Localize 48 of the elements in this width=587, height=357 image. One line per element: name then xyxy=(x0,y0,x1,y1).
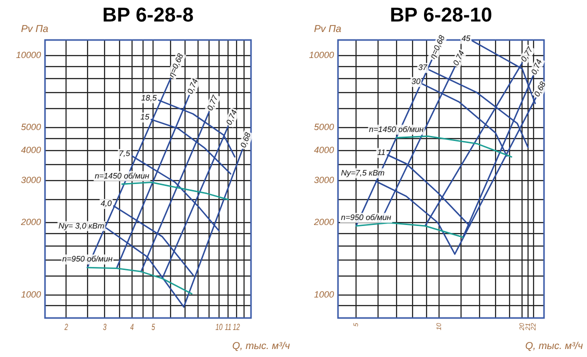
y-tick-label: 5000 xyxy=(20,122,41,132)
y-tick-label: 3000 xyxy=(314,175,334,186)
x-tick-label: 4 xyxy=(130,322,134,332)
text: 0,74 xyxy=(186,76,200,96)
series-label: 37 xyxy=(418,63,428,72)
y-tick-label: 10000 xyxy=(308,50,334,60)
y-tick-label: 3000 xyxy=(20,175,41,186)
chart-title: ВР 6-28-10 xyxy=(390,4,492,27)
text: 0,74 xyxy=(224,108,240,126)
text: η=0,68 xyxy=(428,33,447,60)
series-label: Ny= 3,0 кВт xyxy=(58,221,105,230)
y-tick-label: 2000 xyxy=(312,217,334,228)
text: 0,68 xyxy=(238,130,253,149)
series-label: 30 xyxy=(412,77,421,86)
series-label: n=950 об/мин xyxy=(341,213,392,222)
series-label: 11 xyxy=(377,148,386,158)
series-label: 45 xyxy=(461,34,471,44)
x-tick-label: 2 xyxy=(64,322,68,332)
y-tick-label: 1000 xyxy=(314,289,334,300)
series-label: 18,5 xyxy=(141,93,158,102)
text: 0,74 xyxy=(451,48,466,67)
series-label: n=1450 об/мин xyxy=(369,124,424,134)
y-tick-label: 5000 xyxy=(314,122,334,132)
x-axis-title: Q, тыс. м³/ч xyxy=(232,340,290,352)
x-tick-label: 3 xyxy=(102,322,108,332)
y-tick-label: 1000 xyxy=(20,289,41,300)
y-axis-title: Pv Па xyxy=(314,24,342,35)
text: η=0,68 xyxy=(166,52,186,78)
series-label: Ny=7,5 кВт xyxy=(341,168,385,178)
x-axis-title: Q, тыс. м³/ч xyxy=(525,340,583,352)
chart-title: ВР 6-28-8 xyxy=(102,4,194,27)
x-tick-label: 12 xyxy=(232,322,240,332)
y-axis-title: Pv Па xyxy=(21,24,49,35)
y-tick-label: 4000 xyxy=(20,145,41,156)
y-tick-label: 2000 xyxy=(20,217,41,228)
x-tick-label: 11 xyxy=(224,322,232,332)
text: 0,68 xyxy=(532,80,548,98)
y-tick-label: 4000 xyxy=(314,145,334,156)
series-label: 7,5 xyxy=(118,149,131,158)
series-label: n=1450 об/мин xyxy=(94,171,150,180)
y-tick-label: 10000 xyxy=(16,50,41,60)
x-tick-label: 5 xyxy=(151,322,156,332)
series-label: 15 xyxy=(140,112,150,122)
text: 0,74 xyxy=(529,58,544,76)
series-label: n=950 об/мин xyxy=(62,254,114,264)
text: 0,77 xyxy=(205,94,220,112)
series-label: 4,0 xyxy=(100,199,112,208)
x-tick-label: 10 xyxy=(216,322,224,332)
